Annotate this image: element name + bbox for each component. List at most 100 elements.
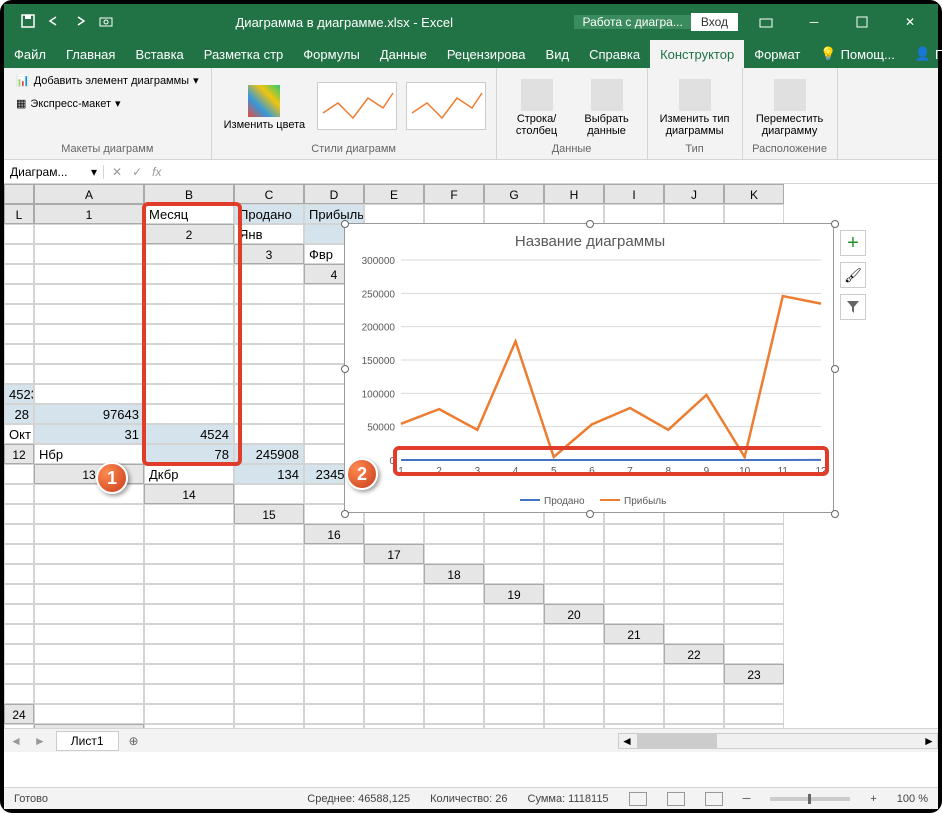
camera-icon[interactable] <box>98 13 114 32</box>
cell-J22[interactable] <box>544 664 604 684</box>
cell-K24[interactable] <box>724 704 784 724</box>
view-normal-icon[interactable] <box>629 792 647 806</box>
cell-I23[interactable] <box>544 684 604 704</box>
cell-I22[interactable] <box>484 664 544 684</box>
cell-K15[interactable] <box>144 524 234 544</box>
cell-J3[interactable] <box>34 264 144 284</box>
cell-E21[interactable] <box>144 644 234 664</box>
row-header-16[interactable]: 16 <box>304 524 364 544</box>
cell-F24[interactable] <box>424 704 484 724</box>
row-header-14[interactable]: 14 <box>144 484 234 504</box>
cell-F8[interactable] <box>144 364 234 384</box>
chart-handle[interactable] <box>341 365 349 373</box>
cell-A22[interactable] <box>724 644 784 664</box>
cell-E18[interactable] <box>724 564 784 584</box>
cell-L24[interactable] <box>4 724 34 728</box>
cell-D25[interactable] <box>364 724 424 728</box>
cell-F1[interactable] <box>484 204 544 224</box>
cell-E9[interactable] <box>144 384 234 404</box>
change-chart-type-button[interactable]: Изменить тип диаграммы <box>656 77 734 139</box>
quick-layout-button[interactable]: ▦Экспресс-макет ▾ <box>12 95 125 112</box>
cell-A11[interactable]: Окт <box>4 424 34 444</box>
chart-style-2[interactable] <box>406 82 486 130</box>
cell-C21[interactable] <box>4 644 34 664</box>
cell-A24[interactable] <box>34 704 144 724</box>
cell-D1[interactable] <box>364 204 424 224</box>
col-header-F[interactable]: F <box>424 184 484 204</box>
cell-L16[interactable] <box>304 544 364 564</box>
cell-B20[interactable] <box>664 604 724 624</box>
zoom-level[interactable]: 100 % <box>897 793 928 805</box>
cell-H18[interactable] <box>144 584 234 604</box>
cell-C1[interactable]: Прибыль <box>304 204 364 224</box>
col-header-A[interactable]: A <box>34 184 144 204</box>
cell-K14[interactable] <box>34 504 144 524</box>
cell-H23[interactable] <box>484 684 544 704</box>
cell-E19[interactable] <box>4 604 34 624</box>
tab-data[interactable]: Данные <box>370 40 437 68</box>
chart-elements-button[interactable]: + <box>840 230 866 256</box>
tab-formulas[interactable]: Формулы <box>293 40 370 68</box>
cell-K3[interactable] <box>144 264 234 284</box>
chart-handle[interactable] <box>341 220 349 228</box>
chart-handle[interactable] <box>341 510 349 518</box>
ribbon-options-icon[interactable] <box>746 8 786 36</box>
cell-G6[interactable] <box>34 324 144 344</box>
move-chart-button[interactable]: Переместить диаграмму <box>751 77 829 139</box>
cell-A13[interactable]: Дкбр <box>144 464 234 484</box>
cell-B1[interactable]: Продано <box>234 204 304 224</box>
cell-A12[interactable]: Нбр <box>34 444 144 464</box>
redo-icon[interactable] <box>72 13 88 32</box>
row-header-21[interactable]: 21 <box>604 624 664 644</box>
cell-K4[interactable] <box>234 284 304 304</box>
chart-style-1[interactable] <box>317 82 397 130</box>
view-layout-icon[interactable] <box>667 792 685 806</box>
tab-design[interactable]: Конструктор <box>650 40 744 68</box>
row-header-24[interactable]: 24 <box>4 704 34 724</box>
cell-J23[interactable] <box>604 684 664 704</box>
minimize-button[interactable]: ─ <box>794 8 834 36</box>
chart-styles-gallery[interactable] <box>315 80 487 136</box>
sheet-tab-1[interactable]: Лист1 <box>56 731 119 751</box>
cell-E24[interactable] <box>364 704 424 724</box>
new-sheet-button[interactable]: ⊕ <box>119 734 149 748</box>
cell-J15[interactable] <box>34 524 144 544</box>
col-header-D[interactable]: D <box>304 184 364 204</box>
zoom-slider[interactable] <box>770 797 850 801</box>
chart-handle[interactable] <box>831 365 839 373</box>
cell-B12[interactable]: 78 <box>144 444 234 464</box>
cell-J20[interactable] <box>424 624 484 644</box>
cell-I5[interactable] <box>144 304 234 324</box>
cell-E17[interactable] <box>664 544 724 564</box>
cell-J1[interactable] <box>724 204 784 224</box>
cell-E7[interactable] <box>4 344 34 364</box>
select-data-button[interactable]: Выбрать данные <box>575 77 639 139</box>
cell-A14[interactable] <box>234 484 304 504</box>
cell-F19[interactable] <box>34 604 144 624</box>
cell-B23[interactable] <box>34 684 144 704</box>
chart-handle[interactable] <box>586 510 594 518</box>
cell-H4[interactable] <box>4 284 34 304</box>
cell-I17[interactable] <box>144 564 234 584</box>
cell-B17[interactable] <box>484 544 544 564</box>
cell-F9[interactable] <box>234 384 304 404</box>
cell-K20[interactable] <box>484 624 544 644</box>
cell-C24[interactable] <box>234 704 304 724</box>
enter-icon[interactable]: ✓ <box>132 165 142 179</box>
cell-F6[interactable] <box>4 324 34 344</box>
col-header-K[interactable]: K <box>724 184 784 204</box>
close-button[interactable]: ✕ <box>890 8 930 36</box>
cell-H1[interactable] <box>604 204 664 224</box>
cell-G17[interactable] <box>4 564 34 584</box>
chart-filters-button[interactable] <box>840 294 866 320</box>
share-button[interactable]: 👤Поделиться <box>905 40 942 68</box>
tab-insert[interactable]: Вставка <box>125 40 193 68</box>
cell-I21[interactable] <box>424 644 484 664</box>
cell-B13[interactable]: 134 <box>234 464 304 484</box>
cell-D23[interactable] <box>234 684 304 704</box>
cell-J14[interactable] <box>4 504 34 524</box>
row-header-25[interactable]: 25 <box>34 724 144 728</box>
cell-F7[interactable] <box>34 344 144 364</box>
cell-A1[interactable]: Месяц <box>144 204 234 224</box>
cell-L1[interactable] <box>34 224 144 244</box>
